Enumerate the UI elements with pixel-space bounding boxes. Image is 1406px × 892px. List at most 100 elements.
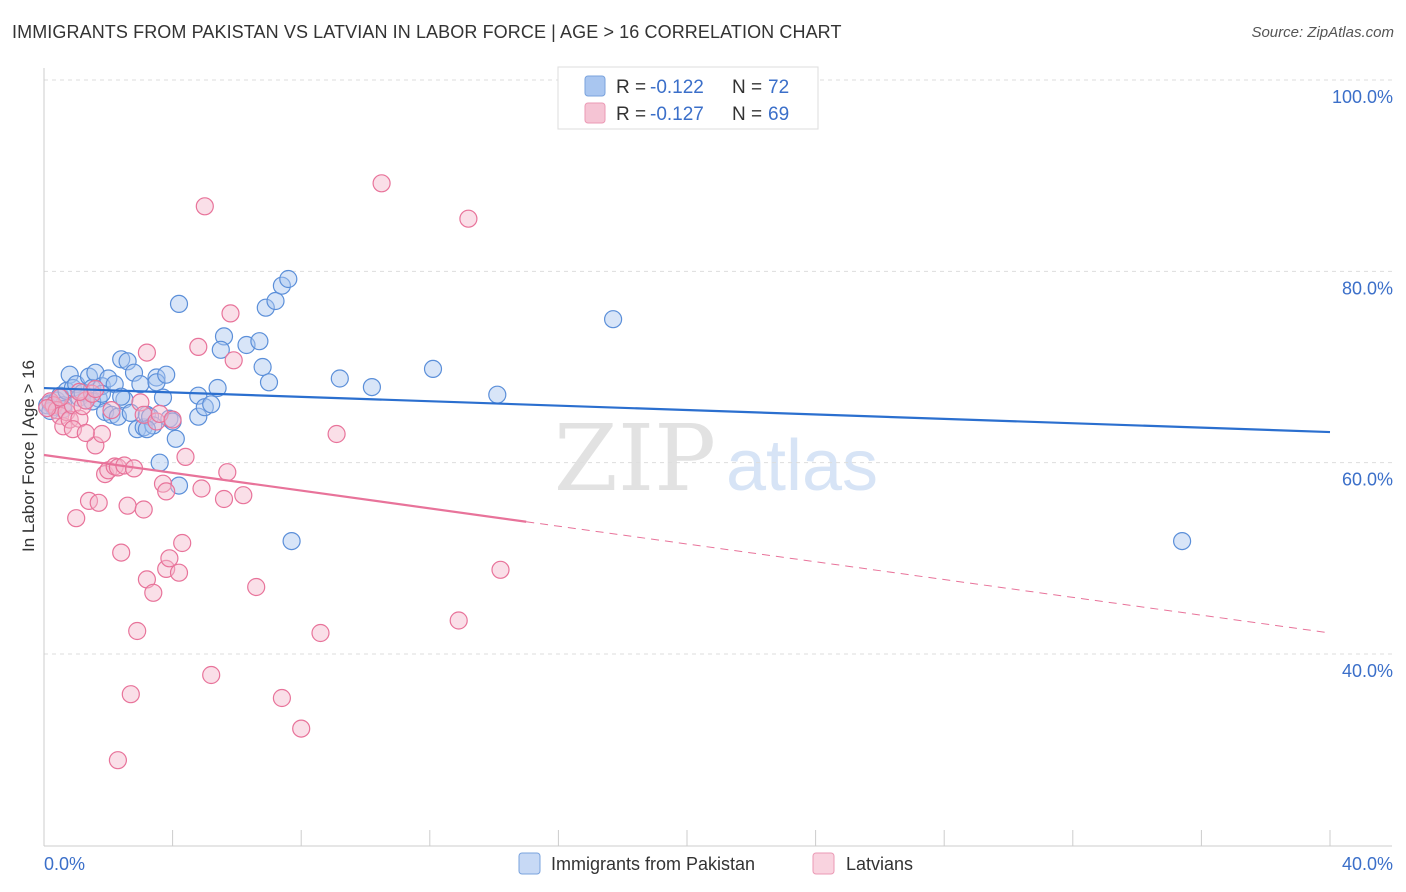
trend-line: [43, 453, 527, 523]
x-ticks: [43, 830, 1331, 846]
legend-n-label-pakistan: N =: [732, 77, 762, 98]
grid-lines: [44, 79, 1392, 655]
scatter-point: [157, 365, 176, 384]
legend-r-label-pakistan: R =: [616, 77, 646, 98]
legend-n-value-latvians: 69: [768, 104, 789, 125]
scatter-point: [362, 378, 381, 397]
scatter-point: [372, 174, 391, 193]
scatter-point: [491, 560, 510, 579]
scatter-point: [189, 337, 208, 356]
scatter-point: [112, 543, 131, 562]
scatter-point: [150, 453, 169, 472]
scatter-point: [234, 486, 253, 505]
scatter-point: [202, 395, 221, 414]
scatter-point: [112, 350, 131, 369]
scatter-point: [266, 291, 285, 311]
scatter-point: [218, 463, 237, 482]
scatter-point: [169, 563, 189, 582]
scatter-point: [144, 583, 163, 602]
scatter-point: [60, 410, 79, 429]
scatter-point: [603, 310, 623, 329]
scatter-point: [330, 369, 349, 388]
scatter-point: [202, 665, 221, 685]
scatter-point: [176, 447, 195, 466]
scatter-point: [224, 351, 243, 370]
scatter-point: [134, 500, 153, 519]
scatter-point: [137, 343, 156, 362]
trend-lines: [43, 386, 1331, 634]
trend-line: [43, 386, 1331, 434]
scatter-point: [173, 533, 192, 553]
source-label: Source: ZipAtlas.com: [1251, 24, 1394, 41]
scatter-point: [102, 401, 121, 420]
scatter-point: [157, 482, 176, 501]
scatter-point: [259, 373, 279, 392]
scatter-point: [449, 611, 468, 630]
scatter-point: [108, 751, 128, 770]
scatter-point: [160, 549, 179, 568]
scatter-point: [208, 378, 227, 398]
scatter-point: [121, 685, 140, 704]
scatter-point: [488, 385, 507, 404]
scatter-point: [169, 294, 189, 313]
legend-swatch-latvians: [584, 102, 606, 124]
y-tick-label: 80.0%: [1342, 278, 1393, 298]
scatter-point: [137, 420, 156, 439]
scatter-point: [311, 623, 330, 643]
x-tick-label-min: 0.0%: [44, 854, 85, 874]
scatter-point: [292, 719, 311, 738]
series-pakistan-points: [38, 269, 1192, 551]
scatter-point: [163, 410, 182, 429]
series-latvians-points: [38, 174, 510, 770]
axes: [43, 68, 1392, 847]
scatter-point: [60, 365, 79, 384]
scatter-point: [118, 496, 137, 515]
trend-line-extension: [526, 521, 1331, 634]
scatter-point: [1172, 531, 1192, 551]
scatter-point: [124, 363, 144, 382]
legend-r-value-pakistan: -0.122: [650, 77, 704, 98]
scatter-point: [256, 298, 275, 317]
scatter-point: [92, 424, 112, 444]
scatter-point: [86, 436, 105, 455]
scatter-point: [189, 386, 208, 405]
y-tick-label: 100.0%: [1332, 87, 1393, 107]
legend-swatch-pakistan: [584, 75, 606, 97]
scatter-point: [102, 405, 121, 424]
scatter-point: [166, 429, 185, 448]
series-legend: Immigrants from Pakistan Latvians: [518, 852, 913, 875]
bottom-legend-label-latvians: Latvians: [846, 854, 913, 874]
scatter-point: [76, 423, 95, 443]
y-axis-label: In Labor Force | Age > 16: [19, 360, 38, 552]
watermark: ZIP atlas: [554, 405, 878, 512]
scatter-point: [131, 375, 150, 394]
scatter-point: [189, 407, 208, 426]
scatter-point: [279, 269, 298, 289]
scatter-point: [250, 332, 269, 351]
scatter-point: [112, 387, 131, 406]
scatter-point: [459, 209, 478, 228]
legend-r-value-latvians: -0.127: [650, 104, 704, 125]
stats-legend: R = -0.122 N = 72 R = -0.127 N = 69: [557, 66, 819, 130]
scatter-point: [253, 357, 272, 377]
legend-r-label-latvians: R =: [616, 104, 646, 125]
bottom-legend-swatch-latvians: [812, 852, 835, 875]
scatter-point: [423, 359, 443, 378]
scatter-point: [247, 577, 266, 597]
chart-title: IMMIGRANTS FROM PAKISTAN VS LATVIAN IN L…: [12, 22, 842, 42]
scatter-point: [73, 397, 92, 416]
scatter-point: [38, 399, 57, 418]
scatter-point: [272, 276, 291, 295]
scatter-point: [195, 197, 214, 216]
scatter-point: [214, 489, 234, 509]
scatter-point: [50, 388, 70, 407]
watermark-zip: ZIP: [554, 405, 716, 512]
scatter-point: [118, 352, 137, 371]
scatter-point: [128, 621, 147, 641]
bottom-legend-label-pakistan: Immigrants from Pakistan: [551, 854, 755, 874]
scatter-point: [70, 382, 89, 401]
x-tick-label-max: 40.0%: [1342, 854, 1393, 874]
scatter-point: [211, 340, 230, 359]
scatter-point: [214, 327, 234, 346]
